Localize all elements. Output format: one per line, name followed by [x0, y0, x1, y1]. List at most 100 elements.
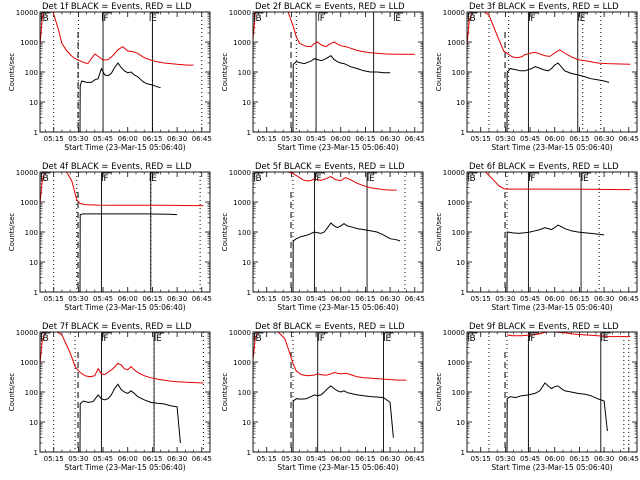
y-axis-label: Counts/sec [8, 373, 16, 412]
x-tick-label: 05:45 [306, 295, 326, 303]
x-tick-label: 06:30 [594, 455, 614, 463]
x-tick-label: 05:45 [93, 455, 113, 463]
x-tick-label: 06:30 [594, 135, 614, 143]
chart-panel: Det 4f BLACK = Events, RED = LLD Counts/s… [8, 162, 212, 312]
x-tick-label: 05:45 [93, 295, 113, 303]
plot-frame [39, 11, 211, 133]
x-tick-label: 06:15 [356, 135, 376, 143]
series-events-line [79, 62, 161, 132]
y-tick-label: 1000 [447, 39, 465, 47]
x-tick-label: 05:45 [520, 295, 540, 303]
y-tick-label: 100 [451, 69, 464, 77]
y-tick-label: 1 [460, 289, 464, 297]
marker-label: E [156, 334, 162, 344]
x-tick-label: 05:15 [470, 135, 490, 143]
x-tick-label: 06:30 [167, 295, 187, 303]
chart-title: Det 9f BLACK = Events, RED = LLD [469, 322, 619, 332]
y-tick-label: 1 [247, 289, 251, 297]
x-tick-label: 06:45 [192, 455, 212, 463]
y-tick-label: 1000 [447, 359, 465, 367]
series-lld-line [466, 172, 631, 191]
y-tick-label: 100 [25, 69, 38, 77]
chart-panel: Det 2f BLACK = Events, RED = LLD Counts/s… [221, 2, 425, 152]
x-tick-label: 06:00 [118, 295, 138, 303]
x-tick-label: 05:15 [257, 135, 277, 143]
chart-title: Det 1f BLACK = Events, RED = LLD [42, 2, 192, 12]
x-tick-label: 06:45 [192, 295, 212, 303]
y-tick-label: 1 [34, 129, 38, 137]
y-axis-label: Counts/sec [8, 213, 16, 252]
y-tick-label: 1 [460, 449, 464, 457]
series-events-line [506, 62, 609, 132]
x-tick-label: 05:45 [520, 135, 540, 143]
y-axis-label: Counts/sec [435, 213, 443, 252]
x-axis-label: Start Time (23-Mar-15 05:06:40) [278, 143, 399, 152]
x-tick-label: 06:15 [569, 295, 589, 303]
x-axis-label: Start Time (23-Mar-15 05:06:40) [64, 143, 185, 152]
y-tick-label: 10 [456, 259, 465, 267]
x-tick-label: 06:00 [118, 455, 138, 463]
x-tick-label: 05:45 [306, 135, 326, 143]
chart-title: Det 8f BLACK = Events, RED = LLD [255, 322, 405, 332]
plot-area [488, 332, 631, 452]
series-events-line [79, 213, 178, 292]
marker-label: F [317, 174, 322, 184]
y-tick-label: 10000 [229, 9, 251, 17]
x-tick-label: 05:30 [68, 455, 88, 463]
x-tick-label: 06:45 [618, 295, 638, 303]
plot-area [253, 332, 407, 452]
x-axis-label: Start Time (23-Mar-15 05:06:40) [64, 303, 185, 312]
x-tick-label: 06:45 [618, 135, 638, 143]
x-axis-label: Start Time (23-Mar-15 05:06:40) [278, 463, 399, 472]
x-tick-label: 06:00 [544, 455, 564, 463]
y-tick-label: 100 [238, 389, 251, 397]
y-tick-label: 10000 [442, 9, 464, 17]
marker-label: F [103, 334, 108, 344]
x-axis-label: Start Time (23-Mar-15 05:06:40) [491, 143, 612, 152]
y-tick-label: 1000 [234, 359, 252, 367]
x-tick-label: 06:30 [167, 455, 187, 463]
x-axis-label: Start Time (23-Mar-15 05:06:40) [278, 303, 399, 312]
x-tick-label: 05:30 [282, 135, 302, 143]
marker-label: B [469, 14, 475, 24]
plot-area [288, 172, 406, 292]
y-tick-label: 10000 [229, 169, 251, 177]
y-tick-label: 100 [451, 229, 464, 237]
x-tick-label: 06:00 [331, 295, 351, 303]
chart-panel: Det 1f BLACK = Events, RED = LLD Counts/s… [8, 2, 212, 152]
y-tick-label: 10000 [442, 329, 464, 337]
x-tick-label: 06:15 [569, 455, 589, 463]
y-tick-label: 100 [25, 389, 38, 397]
plot-area [39, 12, 203, 132]
y-tick-label: 10 [29, 259, 38, 267]
chart-panel: Det 7f BLACK = Events, RED = LLD Counts/s… [8, 322, 212, 472]
x-tick-label: 06:00 [118, 135, 138, 143]
chart-title: Det 6f BLACK = Events, RED = LLD [469, 162, 619, 172]
x-tick-label: 06:45 [192, 135, 212, 143]
chart-panel: Det 8f BLACK = Events, RED = LLD Counts/s… [221, 322, 425, 472]
x-tick-label: 05:15 [257, 455, 277, 463]
y-tick-label: 10000 [16, 9, 38, 17]
marker-label: B [43, 14, 49, 24]
series-events-line [506, 224, 604, 292]
marker-label: E [579, 14, 585, 24]
y-tick-label: 1000 [234, 199, 252, 207]
x-tick-label: 06:45 [405, 135, 425, 143]
x-tick-label: 06:00 [544, 295, 564, 303]
y-tick-label: 1000 [20, 359, 38, 367]
marker-label: F [530, 14, 535, 24]
plot-frame [252, 11, 424, 133]
y-tick-label: 10 [242, 419, 251, 427]
chart-panel: Det 6f BLACK = Events, RED = LLD Counts/s… [435, 162, 639, 312]
x-tick-label: 05:30 [495, 135, 515, 143]
plot-frame [466, 331, 638, 453]
chart-title: Det 4f BLACK = Events, RED = LLD [42, 162, 192, 172]
y-tick-label: 100 [25, 229, 38, 237]
x-tick-label: 05:15 [470, 455, 490, 463]
marker-label: F [320, 334, 325, 344]
chart-panel: Det 3f BLACK = Events, RED = LLD Counts/s… [435, 2, 639, 152]
x-tick-label: 05:15 [44, 135, 64, 143]
y-tick-label: 1 [34, 289, 38, 297]
y-tick-label: 1000 [20, 199, 38, 207]
x-tick-label: 05:30 [68, 135, 88, 143]
